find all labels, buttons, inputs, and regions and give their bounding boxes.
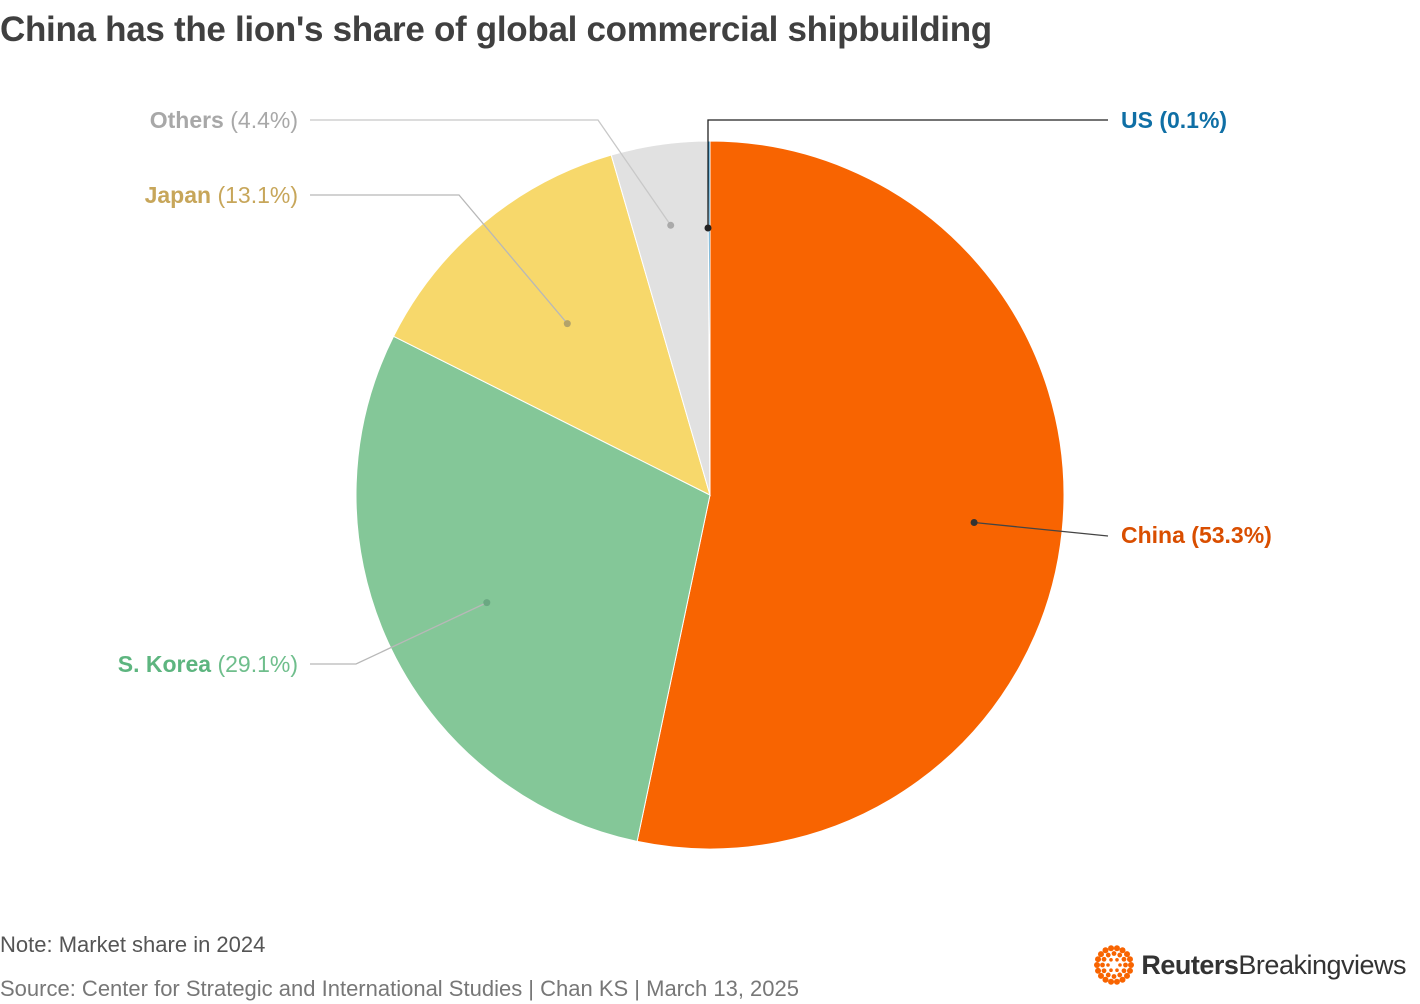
logo-dot: [1115, 968, 1120, 972]
logo-dot: [1102, 968, 1107, 974]
logo-dot: [1119, 947, 1126, 954]
leader-line-japan: [310, 194, 568, 325]
logo-dot: [1127, 967, 1134, 974]
logo-dot: [1108, 945, 1115, 952]
slice-labels: China (53.3%) S. Korea (29.1%) Japan (13.1…: [118, 107, 1272, 677]
chart-title: China has the lion's share of global com…: [0, 10, 992, 49]
logo-dot: [1127, 956, 1134, 963]
brand-name: Reuters: [1141, 949, 1239, 980]
logo-dot: [1094, 962, 1101, 968]
reuters-logo-icon: [1094, 945, 1135, 985]
logo-dot: [1102, 956, 1107, 962]
logo-dot: [1121, 956, 1127, 962]
logo-dot: [1115, 958, 1120, 962]
leader-lines: [310, 119, 1109, 665]
logo-dot: [1118, 963, 1123, 967]
leader-line-china: [974, 521, 1109, 537]
logo-dot: [1102, 976, 1109, 983]
slice-label-japan: Japan (13.1%): [145, 182, 298, 208]
slice-label-us: US (0.1%): [1121, 107, 1227, 133]
pie-slice-japan: [392, 154, 711, 496]
leader-line-others: [310, 119, 672, 226]
logo-dot: [1106, 952, 1112, 958]
logo-dot: [1117, 972, 1123, 978]
leader-line-s-korea: [310, 602, 488, 665]
logo-dot: [1109, 968, 1114, 972]
logo-dot: [1114, 978, 1121, 985]
logo-dot: [1124, 951, 1131, 958]
slice-label-china: China (53.3%): [1121, 522, 1272, 548]
brand-sub: Breakingviews: [1238, 949, 1406, 980]
chart-note: Note: Market share in 2024: [0, 932, 266, 957]
logo-dot: [1119, 976, 1126, 983]
brand-logo: Reuters Breakingviews: [1093, 944, 1406, 986]
leader-dot-china: [970, 519, 978, 526]
leader-dot-us: [704, 224, 712, 232]
leader-dot-others: [667, 221, 675, 229]
logo-dot: [1123, 962, 1129, 968]
logo-dot: [1098, 951, 1105, 958]
logo-dot: [1098, 972, 1105, 979]
logo-dot: [1124, 972, 1131, 979]
logo-dot: [1114, 945, 1121, 952]
leader-dot-s-korea: [483, 599, 491, 607]
leader-line-us: [707, 119, 1108, 228]
logo-dot: [1117, 952, 1123, 958]
logo-dot: [1109, 958, 1114, 962]
logo-dot: [1106, 972, 1112, 978]
logo-dot: [1108, 978, 1115, 985]
logo-dot: [1128, 962, 1135, 968]
pie-slices: [355, 140, 1065, 850]
logo-dot: [1111, 974, 1117, 979]
slice-label-others: Others (4.4%): [150, 107, 298, 133]
logo-dot: [1106, 963, 1111, 967]
chart-source: Source: Center for Strategic and Interna…: [0, 976, 799, 1001]
logo-dot: [1121, 968, 1127, 974]
logo-dot: [1095, 967, 1102, 974]
pie-slice-s-korea: [355, 335, 711, 843]
logo-dot: [1100, 962, 1106, 968]
logo-dot: [1111, 951, 1117, 956]
logo-dot: [1102, 947, 1109, 954]
logo-dot: [1095, 956, 1102, 963]
slice-label-s-korea: S. Korea (29.1%): [118, 651, 298, 677]
leader-dot-japan: [563, 320, 571, 328]
